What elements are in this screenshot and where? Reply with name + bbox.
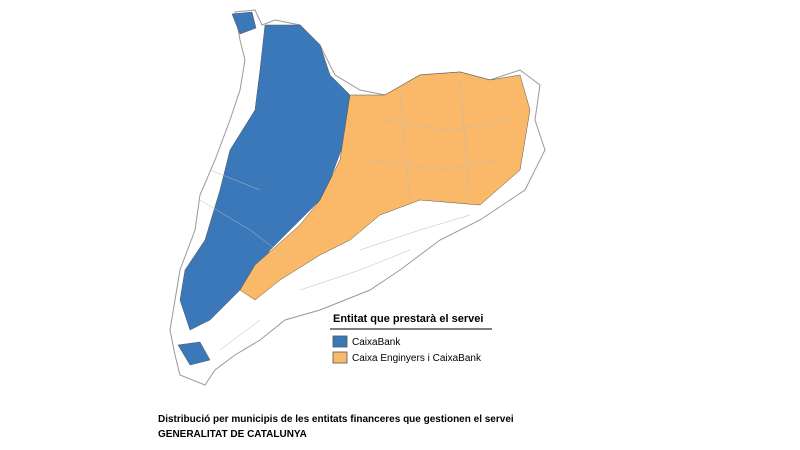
legend-title: Entitat que prestarà el servei [333,313,483,325]
caption-source: GENERALITAT DE CATALUNYA [158,429,307,440]
caption: Distribució per municipis de les entitat… [158,414,514,425]
caixabank-region [177,11,257,366]
legend-swatch [332,335,348,348]
municipal-borders [199,79,511,351]
legend-swatch [332,351,348,364]
legend: CaixaBank Caixa Enginyers i CaixaBank [332,335,482,364]
legend-label: Caixa Enginyers i CaixaBank [352,353,482,364]
legend-label: CaixaBank [352,337,401,348]
